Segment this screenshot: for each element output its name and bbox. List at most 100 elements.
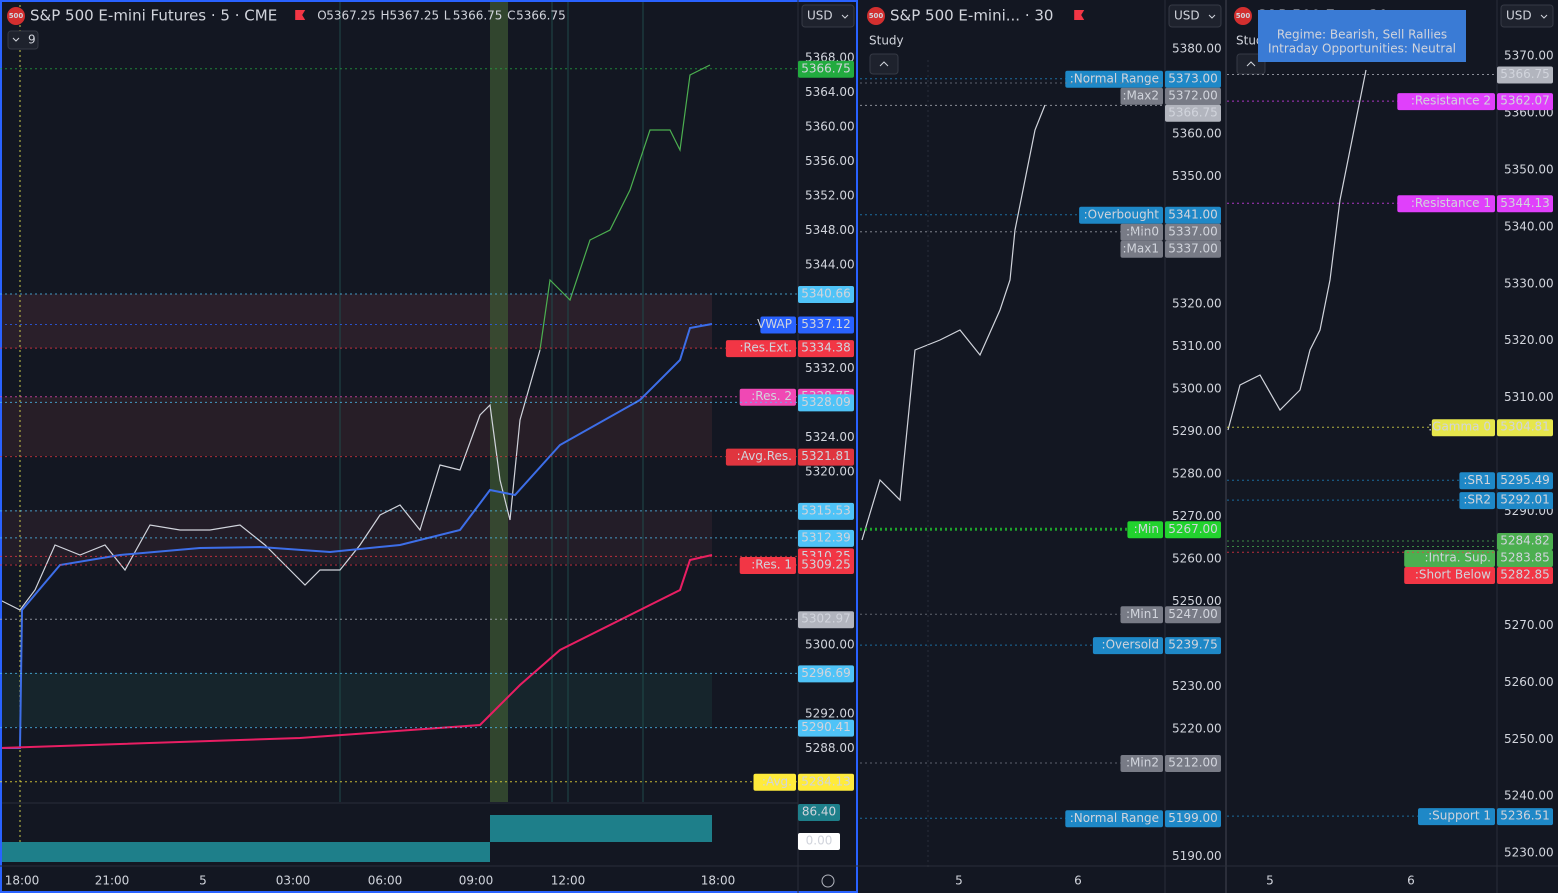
price-label-box bbox=[1497, 419, 1553, 437]
price-tick: 5190.00 bbox=[1172, 849, 1222, 863]
price-label: 5284.82 bbox=[1500, 534, 1550, 548]
collapse-button[interactable] bbox=[869, 53, 899, 75]
ohlc-value: 5367.25 bbox=[326, 9, 376, 23]
level-name-box bbox=[1404, 567, 1495, 585]
level-name: :SR2 bbox=[1463, 493, 1491, 507]
symbol-title[interactable]: S&P 500 E-mini Futures · 5 · CME bbox=[30, 7, 277, 25]
price-label-box bbox=[798, 394, 854, 412]
price-label: 5366.75 bbox=[1500, 67, 1550, 81]
price-label-box bbox=[798, 316, 854, 334]
price-tick: 5220.00 bbox=[1172, 722, 1222, 736]
currency: USD bbox=[1174, 9, 1200, 23]
level-name: :Short Below bbox=[1415, 568, 1491, 582]
currency-button[interactable] bbox=[801, 4, 855, 28]
flag bbox=[1074, 10, 1085, 20]
price-tick: 5320.00 bbox=[1172, 297, 1222, 311]
level-name-box bbox=[1127, 521, 1163, 539]
level-name: :Res. 2 bbox=[751, 389, 792, 403]
level-name-box bbox=[760, 316, 796, 334]
price-bars bbox=[539, 64, 711, 351]
price-tick: 5250.00 bbox=[1504, 732, 1554, 746]
price-label-box bbox=[1165, 521, 1221, 539]
ohlc-value: 5366.75 bbox=[516, 9, 566, 23]
level-name: :Min1 bbox=[1126, 607, 1159, 621]
session-lines bbox=[339, 0, 644, 802]
symbol-badge bbox=[1234, 7, 1252, 25]
indicator-label-box bbox=[798, 804, 840, 821]
level-name-box bbox=[1120, 755, 1163, 772]
level-name-box bbox=[1065, 810, 1163, 828]
level-name: :Oversold bbox=[1102, 638, 1159, 652]
ohlc-key: L bbox=[444, 9, 451, 23]
price-label: 5337.00 bbox=[1168, 241, 1218, 255]
price-label-box bbox=[798, 611, 854, 629]
price-tick: 5364.00 bbox=[805, 85, 855, 99]
price-tick: 5280.00 bbox=[1172, 467, 1222, 481]
price-bars bbox=[861, 104, 1046, 541]
price-label-box bbox=[1165, 240, 1221, 258]
time-tick: 18:00 bbox=[5, 874, 40, 888]
flag bbox=[295, 10, 306, 20]
price-tick: 5340.00 bbox=[1504, 219, 1554, 233]
price-tick: 5350.00 bbox=[1504, 162, 1554, 176]
currency-button[interactable] bbox=[1500, 4, 1554, 28]
price-label: 5295.49 bbox=[1500, 473, 1550, 487]
price-label-box bbox=[1165, 606, 1221, 624]
price-tick: 5260.00 bbox=[1172, 552, 1222, 566]
price-label: 5337.00 bbox=[1168, 224, 1218, 238]
price-label-box bbox=[1497, 472, 1553, 490]
price-label: 5373.00 bbox=[1168, 71, 1218, 85]
price-bars bbox=[0, 349, 541, 611]
price-tick: 5292.00 bbox=[805, 706, 855, 720]
price-tick: 5332.00 bbox=[805, 361, 855, 375]
price-label-box bbox=[798, 773, 854, 791]
price-tick: 5240.00 bbox=[1504, 789, 1554, 803]
price-tick: 5344.00 bbox=[805, 258, 855, 272]
level-name: :Res. 1 bbox=[751, 558, 792, 572]
price-tick: 5350.00 bbox=[1172, 169, 1222, 183]
price-tick: 5380.00 bbox=[1172, 42, 1222, 56]
chevron bbox=[841, 14, 849, 19]
settings-icon[interactable] bbox=[821, 874, 835, 888]
price-bars bbox=[1227, 69, 1367, 431]
symbol-title[interactable]: S&P 500 E-mini... · 30 bbox=[890, 7, 1053, 25]
session-highlight bbox=[490, 0, 508, 802]
symbol-badge-text: 500 bbox=[9, 12, 24, 20]
price-tick: 5310.00 bbox=[1172, 339, 1222, 353]
price-label-box bbox=[798, 60, 854, 78]
time-tick: 09:00 bbox=[459, 874, 494, 888]
chevron-up bbox=[879, 61, 889, 67]
price-tick: 5270.00 bbox=[1504, 618, 1554, 632]
indicator-toggle[interactable] bbox=[7, 30, 39, 50]
price-label: 5212.00 bbox=[1168, 756, 1218, 770]
level-name: :Support 1 bbox=[1428, 809, 1491, 823]
price-tick: 5370.00 bbox=[1504, 49, 1554, 63]
time-tick: 5 bbox=[955, 874, 963, 888]
ohlc-key: H bbox=[381, 9, 390, 23]
price-label-box bbox=[798, 502, 854, 520]
price-tick: 5320.00 bbox=[805, 465, 855, 479]
time-tick: 18:00 bbox=[701, 874, 736, 888]
price-label-box bbox=[1497, 492, 1553, 510]
currency-button[interactable] bbox=[1168, 4, 1222, 28]
price-label: 5321.81 bbox=[801, 449, 851, 463]
time-tick: 06:00 bbox=[368, 874, 403, 888]
price-tick: 5260.00 bbox=[1504, 675, 1554, 689]
price-label-box bbox=[1497, 808, 1553, 826]
price-label-box bbox=[1497, 66, 1553, 84]
price-label: 5344.13 bbox=[1500, 196, 1550, 210]
level-name-box bbox=[1459, 492, 1495, 510]
price-label: 5267.00 bbox=[1168, 522, 1218, 536]
level-name: :SR1 bbox=[1463, 473, 1491, 487]
price-tick: 5270.00 bbox=[1172, 509, 1222, 523]
price-label: 5304.81 bbox=[1500, 420, 1550, 434]
time-tick: 6 bbox=[1407, 874, 1415, 888]
level-name-box bbox=[739, 388, 796, 406]
tooltip-line: Regime: Bearish, Sell Rallies bbox=[1277, 28, 1447, 42]
price-label: 5341.00 bbox=[1168, 207, 1218, 221]
level-name: :Max2 bbox=[1123, 88, 1160, 102]
price-label: 5302.97 bbox=[801, 612, 851, 626]
price-label-box bbox=[1497, 93, 1553, 111]
price-tick: 5300.00 bbox=[1172, 382, 1222, 396]
price-tick: 5230.00 bbox=[1172, 679, 1222, 693]
